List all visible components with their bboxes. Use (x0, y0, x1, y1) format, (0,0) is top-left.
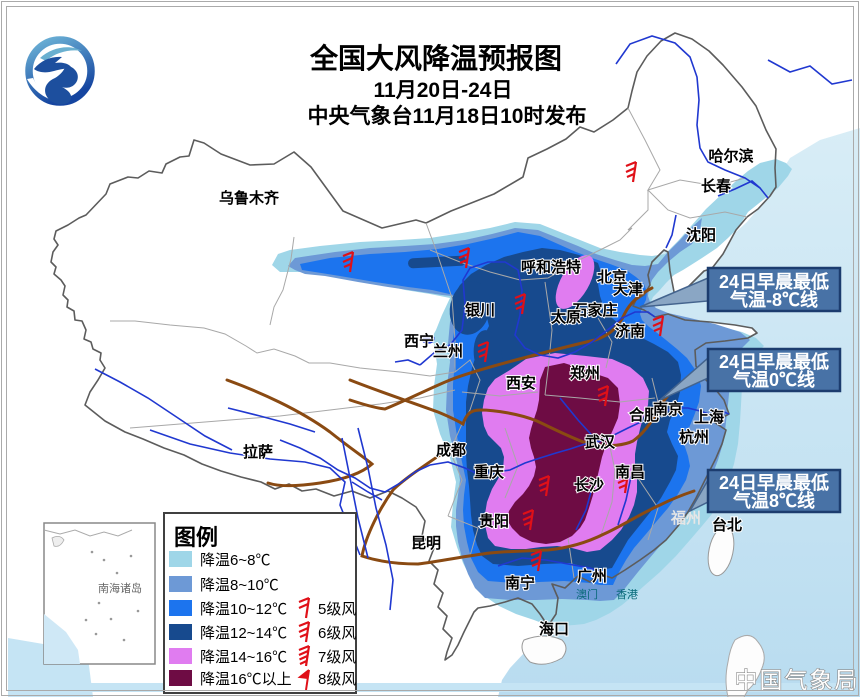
svg-text:长沙: 长沙 (574, 476, 604, 494)
svg-text:上海: 上海 (694, 408, 724, 426)
svg-text:北京: 北京 (597, 268, 627, 286)
svg-text:重庆: 重庆 (474, 463, 504, 481)
svg-text:南昌: 南昌 (615, 463, 645, 481)
svg-text:天津: 天津 (613, 280, 643, 298)
svg-text:气温8℃线: 气温8℃线 (732, 490, 815, 511)
svg-text:武汉: 武汉 (585, 433, 616, 451)
svg-text:降温8~10℃: 降温8~10℃ (200, 577, 279, 594)
svg-text:中央气象台11月18日10时发布: 中央气象台11月18日10时发布 (308, 104, 587, 128)
svg-text:24日早晨最低: 24日早晨最低 (719, 351, 829, 372)
svg-text:长春: 长春 (701, 177, 731, 195)
svg-text:兰州: 兰州 (433, 342, 463, 360)
svg-text:全国大风降温预报图: 全国大风降温预报图 (309, 42, 562, 74)
svg-text:中国气象局: 中国气象局 (735, 667, 860, 693)
svg-text:太原: 太原 (551, 308, 581, 326)
svg-text:合肥: 合肥 (628, 406, 659, 424)
svg-text:5级风: 5级风 (318, 601, 356, 618)
svg-text:贵阳: 贵阳 (479, 512, 509, 530)
svg-text:济南: 济南 (615, 322, 645, 340)
svg-text:银川: 银川 (465, 301, 495, 319)
svg-text:图例: 图例 (174, 525, 218, 550)
svg-text:24日早晨最低: 24日早晨最低 (719, 271, 829, 292)
svg-text:郑州: 郑州 (570, 364, 600, 382)
svg-text:气温0℃线: 气温0℃线 (732, 369, 815, 390)
svg-text:福州: 福州 (670, 509, 701, 527)
svg-text:气温-8℃线: 气温-8℃线 (729, 289, 818, 310)
svg-text:哈尔滨: 哈尔滨 (708, 147, 753, 165)
svg-text:澳门: 澳门 (576, 587, 598, 601)
svg-text:6级风: 6级风 (318, 625, 356, 642)
svg-text:降温16℃以上: 降温16℃以上 (200, 671, 292, 688)
svg-text:西宁: 西宁 (404, 332, 434, 350)
svg-text:海口: 海口 (539, 620, 569, 638)
svg-text:石家庄: 石家庄 (571, 301, 617, 319)
svg-text:降温10~12℃: 降温10~12℃ (200, 601, 287, 618)
svg-text:7级风: 7级风 (318, 649, 356, 666)
svg-text:拉萨: 拉萨 (243, 443, 273, 461)
svg-text:降温6~8℃: 降温6~8℃ (200, 552, 270, 569)
svg-text:香港: 香港 (616, 588, 638, 601)
svg-text:南京: 南京 (653, 400, 683, 418)
svg-text:昆明: 昆明 (411, 535, 441, 552)
svg-text:南宁: 南宁 (505, 574, 535, 592)
svg-text:11月20日-24日: 11月20日-24日 (374, 79, 513, 102)
svg-text:广州: 广州 (577, 567, 607, 585)
svg-text:南海诸岛: 南海诸岛 (98, 581, 142, 595)
svg-text:乌鲁木齐: 乌鲁木齐 (219, 189, 280, 207)
svg-text:24日早晨最低: 24日早晨最低 (719, 472, 829, 493)
svg-text:杭州: 杭州 (679, 428, 709, 446)
svg-text:呼和浩特: 呼和浩特 (521, 258, 581, 276)
svg-text:沈阳: 沈阳 (686, 226, 716, 244)
svg-text:台北: 台北 (712, 516, 742, 534)
svg-text:降温14~16℃: 降温14~16℃ (200, 649, 287, 666)
svg-text:西安: 西安 (506, 374, 536, 392)
svg-text:8级风: 8级风 (318, 671, 356, 688)
svg-text:成都: 成都 (436, 441, 466, 459)
svg-text:降温12~14℃: 降温12~14℃ (200, 625, 287, 642)
